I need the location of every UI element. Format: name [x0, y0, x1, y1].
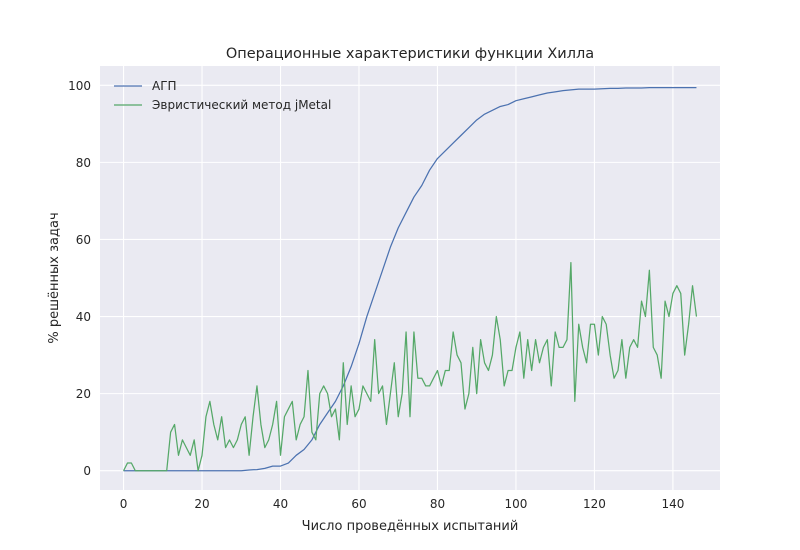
- x-tick-label: 120: [583, 497, 606, 511]
- y-tick-label: 0: [83, 464, 91, 478]
- series-line-1: [122, 261, 698, 472]
- x-tick-label: 140: [661, 497, 684, 511]
- x-tick-label: 0: [120, 497, 128, 511]
- y-tick-label: 100: [68, 79, 91, 93]
- y-tick-label: 60: [76, 233, 91, 247]
- grid: [100, 66, 720, 490]
- chart-title: Операционные характеристики функции Хилл…: [226, 46, 594, 62]
- x-tick-label: 40: [273, 497, 288, 511]
- tick-labels: 0 20 40 60 80 100 120 140 0 20 40 60 80 100: [68, 79, 684, 511]
- y-tick-label: 40: [76, 310, 91, 324]
- series-line-0: [123, 86, 697, 472]
- legend: АГП Эвристический метод jMetal: [114, 79, 331, 112]
- legend-label-jmetal: Эвристический метод jMetal: [152, 98, 331, 112]
- x-tick-label: 60: [351, 497, 366, 511]
- x-tick-label: 80: [430, 497, 445, 511]
- y-tick-label: 20: [76, 387, 91, 401]
- legend-label-agp: АГП: [152, 79, 177, 93]
- plot-background: [100, 66, 720, 490]
- y-axis-label: % решённых задач: [47, 212, 62, 343]
- series-layer: [122, 86, 698, 472]
- x-axis-label: Число проведённых испытаний: [302, 519, 519, 534]
- x-tick-label: 100: [504, 497, 527, 511]
- y-tick-label: 80: [76, 156, 91, 170]
- x-tick-label: 20: [194, 497, 209, 511]
